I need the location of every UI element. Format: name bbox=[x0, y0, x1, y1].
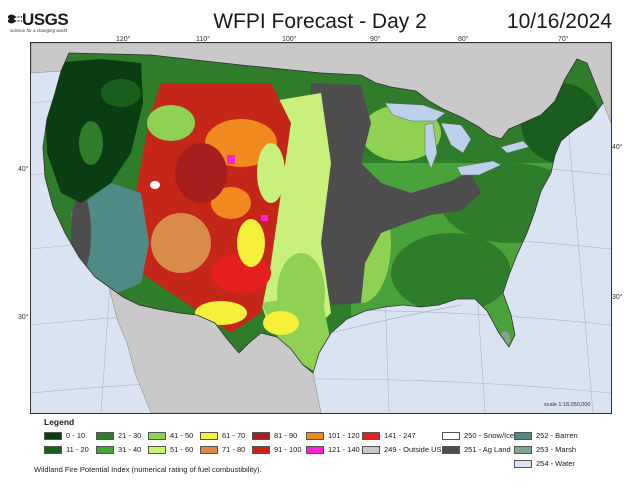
legend-label: 254 - Water bbox=[536, 459, 575, 468]
gulf-coast bbox=[330, 304, 462, 334]
legend-swatch bbox=[252, 446, 270, 454]
legend-label: 141 - 247 bbox=[384, 431, 416, 440]
lon-label: 110° bbox=[196, 36, 210, 43]
legend-swatch bbox=[442, 432, 460, 440]
legend-label: 91 - 100 bbox=[274, 445, 302, 454]
lon-label: 70° bbox=[558, 36, 569, 43]
legend-label: 11 - 20 bbox=[66, 445, 89, 454]
legend-swatch bbox=[252, 432, 270, 440]
legend-label: 252 - Barren bbox=[536, 431, 578, 440]
great-lakes bbox=[384, 102, 530, 176]
legend-swatch bbox=[200, 446, 218, 454]
legend-swatch bbox=[306, 446, 324, 454]
usgs-wave-icon bbox=[8, 14, 22, 24]
lat-label: 30° bbox=[612, 294, 623, 301]
lat-label: 40° bbox=[18, 166, 29, 173]
legend-title: Legend bbox=[44, 417, 75, 427]
map-title: WFPI Forecast - Day 2 bbox=[213, 10, 427, 33]
legend-swatch bbox=[44, 446, 62, 454]
legend-label: 253 - Marsh bbox=[536, 445, 577, 454]
legend-label: 71 - 80 bbox=[222, 445, 246, 454]
lat-label: 30° bbox=[18, 314, 29, 321]
legend-label: 0 - 10 bbox=[66, 431, 86, 440]
lon-label: 90° bbox=[370, 36, 381, 43]
legend-note: Wildland Fire Potential Index (numerical… bbox=[34, 465, 262, 474]
legend-label: 81 - 90 bbox=[274, 431, 298, 440]
legend-label: 31 - 40 bbox=[118, 445, 142, 454]
agency-tagline: science for a changing world bbox=[10, 28, 68, 33]
legend-swatch bbox=[148, 432, 166, 440]
wfpi-map bbox=[31, 43, 611, 413]
legend-swatch bbox=[148, 446, 166, 454]
legend-swatch bbox=[442, 446, 460, 454]
legend-swatch bbox=[200, 432, 218, 440]
legend-swatch bbox=[44, 432, 62, 440]
legend-label: 51 - 60 bbox=[170, 445, 194, 454]
legend-swatch bbox=[96, 432, 114, 440]
legend-label: 101 - 120 bbox=[328, 431, 360, 440]
legend-swatch bbox=[306, 432, 324, 440]
us-outline bbox=[42, 52, 604, 374]
legend-label: 61 - 70 bbox=[222, 431, 246, 440]
map-canvas[interactable] bbox=[30, 42, 612, 414]
legend-swatch bbox=[362, 446, 380, 454]
legend-label: 251 - Ag Land bbox=[464, 445, 511, 454]
lon-label: 100° bbox=[282, 36, 297, 43]
forecast-date: 10/16/2024 bbox=[506, 10, 612, 33]
legend-label: 121 - 140 bbox=[328, 445, 360, 454]
header: USGS science for a changing world WFPI F… bbox=[0, 0, 640, 40]
legend-label: 41 - 50 bbox=[170, 431, 194, 440]
map-scale: scale 1:18,050,000 bbox=[544, 402, 591, 408]
legend-swatch bbox=[514, 460, 532, 468]
legend-label: 250 - Snow/Ice bbox=[464, 431, 515, 440]
legend-label: 249 - Outside US bbox=[384, 445, 442, 454]
legend-swatch bbox=[514, 446, 532, 454]
lon-label: 120° bbox=[116, 36, 131, 43]
lat-label: 40° bbox=[612, 144, 623, 151]
agency-name: USGS bbox=[22, 10, 69, 29]
lon-label: 80° bbox=[458, 36, 469, 43]
legend-swatch bbox=[362, 432, 380, 440]
legend-swatch bbox=[96, 446, 114, 454]
legend-label: 21 - 30 bbox=[118, 431, 142, 440]
usgs-logo: USGS science for a changing world bbox=[8, 10, 78, 36]
legend-swatch bbox=[514, 432, 532, 440]
